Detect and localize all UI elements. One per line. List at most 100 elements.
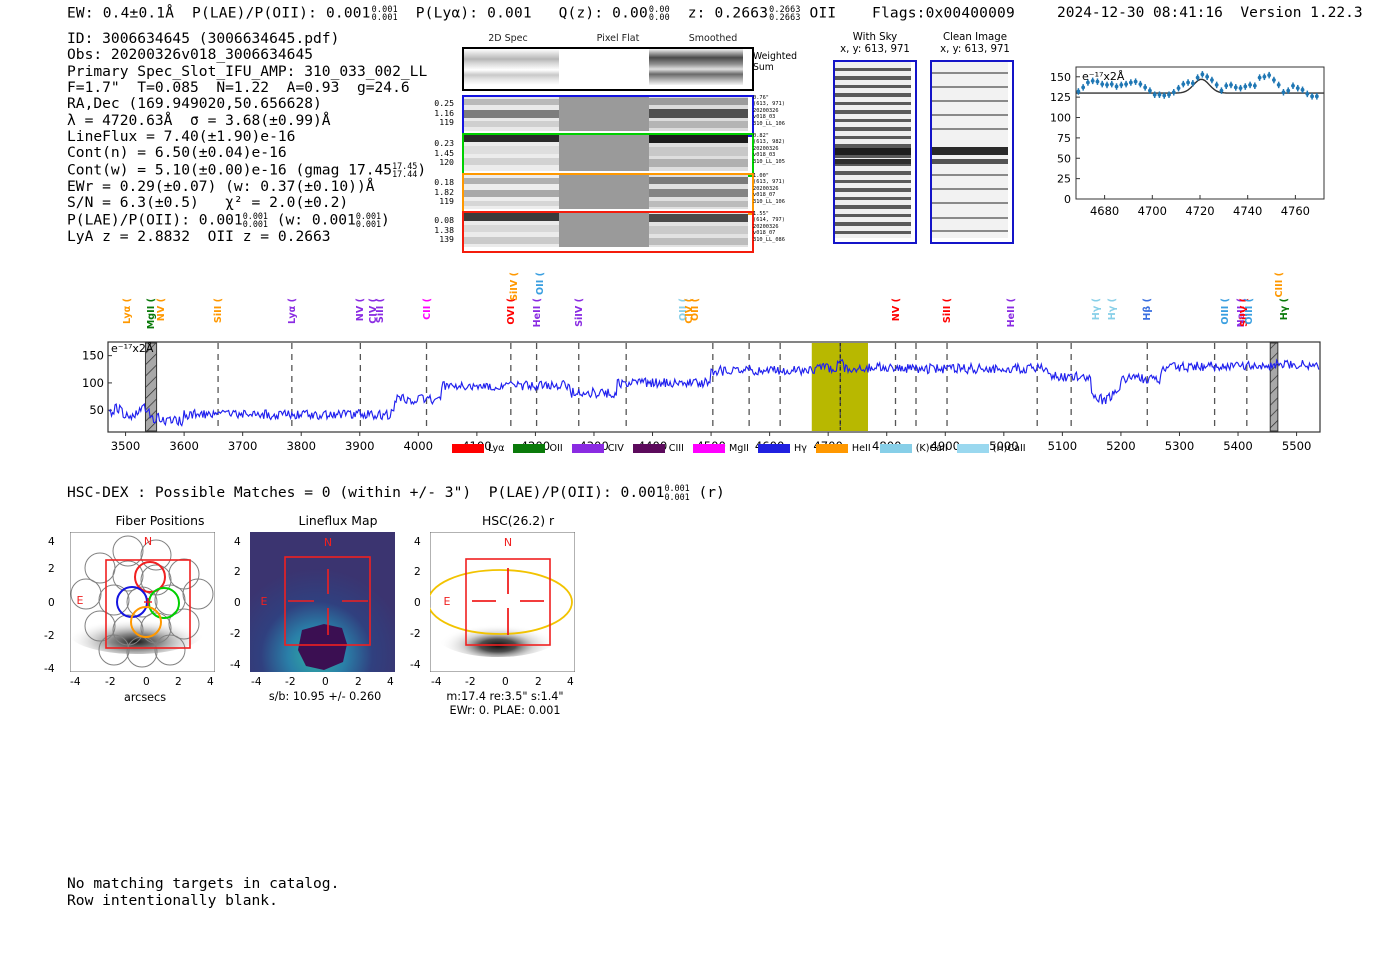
lineflux-xtick-0: 0: [322, 676, 329, 688]
emission-line-label-siiv-13: SiIV (: [573, 298, 585, 327]
legend-item-5: Hγ: [758, 443, 807, 455]
col-header-2d-spec: 2D Spec: [488, 33, 528, 44]
hsc-dex-sub: 0.001: [664, 492, 690, 502]
lineflux-ytick-2: 2: [234, 566, 241, 578]
hsc-image-svg: N E: [427, 531, 576, 673]
full-spectrum-chart: 5010015035003600370038003900400041004200…: [70, 270, 1330, 465]
legend-swatch-7: [879, 444, 912, 453]
fiber-pos-xtick-0: 0: [143, 676, 150, 688]
header-timestamp-version: 2024-12-30 08:41:16 Version 1.22.3: [1057, 5, 1363, 21]
svg-text:E: E: [77, 594, 84, 607]
emission-line-label-siii-3: SiII (: [213, 298, 225, 324]
info-plae-fraction: 0.001 0.001: [242, 210, 268, 229]
lineflux-xtick-4: 4: [387, 676, 394, 688]
info-sn-chi2: S/N = 6.3(±0.5) χ² = 2.0(±0.2): [67, 194, 349, 212]
two-d-spectra-panel: 2D Spec Pixel Flat Smoothed: [415, 33, 815, 253]
fiber-3-num: 119: [439, 196, 454, 207]
legend-item-1: OII: [513, 443, 563, 455]
svg-text:5200: 5200: [1106, 439, 1136, 453]
emission-line-label-cii-8: CII (: [421, 298, 433, 320]
info-primary-spec: Primary Spec_Slot_IFU_AMP: 310_033_002_L…: [67, 62, 428, 80]
info-ewr: EWr = 0.29(±0.07) (w: 0.37(±0.10))Å: [67, 177, 375, 195]
fiber-1-weight: 0.25: [434, 98, 454, 108]
hsc-dex-summary: HSC-DEX : Possible Matches = 0 (within +…: [67, 484, 725, 502]
info-seeing: F=1.7" T=0.085 N=1.22 A=0.93 g=24.6: [67, 79, 410, 97]
info-gmag-sup: 17.45: [392, 160, 418, 171]
svg-text:3500: 3500: [111, 439, 141, 453]
header-datetime: 2024-12-30 08:41:16: [1057, 5, 1223, 21]
lineflux-xtick-m2: -2: [285, 676, 296, 688]
panel-title-fiber-positions: Fiber Positions: [115, 513, 205, 528]
col-header-pixel-flat: Pixel Flat: [596, 33, 640, 44]
fiber-row-1-svg: [464, 97, 748, 131]
fiber-row-4-left-labels: 0.08 1.38 139: [420, 215, 454, 245]
info-plae-w-sub: 0.001: [355, 219, 382, 230]
weighted-sum-image: [462, 47, 754, 91]
svg-text:25: 25: [1057, 173, 1071, 186]
info-plae: P(LAE)/P(OII): 0.001 0.001 0.001 (w: 0.001…: [67, 210, 427, 230]
fiber-row-4-svg: [464, 213, 748, 247]
hsc-dex-text: HSC-DEX : Possible Matches = 0 (within +…: [67, 484, 665, 501]
fiber-2-weight: 0.23: [434, 138, 454, 148]
info-plae-sup: 0.001: [242, 210, 268, 221]
legend-label-6: HeII: [851, 443, 871, 454]
fiber-positions-xlabel: arcsecs: [123, 691, 167, 704]
fiber-row-3-left-labels: 0.18 1.82 119: [420, 177, 454, 207]
svg-text:4000: 4000: [404, 439, 434, 453]
col-header-smoothed: Smoothed: [688, 33, 738, 44]
lineflux-ytick-0: 0: [234, 597, 241, 609]
hsc-ytick-0: 0: [414, 597, 421, 609]
legend-swatch-8: [956, 444, 989, 453]
header-plae-fraction: 0.001 0.001: [372, 5, 398, 22]
fiber-row-4-image: [462, 211, 754, 253]
lineflux-map-svg: N E: [250, 532, 395, 672]
svg-text:4900: 4900: [931, 439, 961, 453]
cutout-clean-subtitle: x, y: 613, 971: [940, 43, 1010, 55]
footer-note: No matching targets in catalog. Row inte…: [67, 875, 339, 909]
svg-text:100: 100: [82, 376, 104, 390]
with-sky-svg: [835, 62, 911, 238]
svg-text:5000: 5000: [989, 439, 1019, 453]
legend-item-4: MgII: [692, 443, 749, 455]
hsc-ytick-4: 4: [414, 536, 421, 548]
svg-text:e⁻¹⁷x2Å: e⁻¹⁷x2Å: [111, 342, 154, 355]
lineflux-map-panel: N E: [250, 532, 395, 672]
legend-label-3: CIII: [668, 443, 684, 454]
info-plae-mid: (w: 0.001: [267, 211, 356, 229]
emission-line-label-hγ-28: Hγ (: [1278, 298, 1290, 321]
header-z: z: 0.2663: [687, 5, 769, 22]
info-plae-w-fraction: 0.001 0.001: [355, 210, 382, 230]
legend-swatch-1: [513, 444, 546, 453]
header-qz-fraction: 0.00 0.00: [649, 5, 670, 22]
fiber-2-dist: 1.45: [434, 147, 454, 158]
header-z-sub: 0.2663: [769, 12, 801, 23]
header-qz-sub: 0.00: [648, 12, 670, 23]
svg-text:5100: 5100: [1048, 439, 1078, 453]
hsc-xtick-2: 2: [535, 676, 542, 688]
lineflux-xtick-2: 2: [355, 676, 362, 688]
lineflux-xtick-m4: -4: [251, 676, 262, 688]
svg-text:E: E: [261, 595, 268, 608]
fiber-positions-panel: N E: [68, 531, 216, 673]
hsc-ytick-m2: -2: [410, 628, 421, 640]
emission-line-label-oii-16: OII (: [689, 298, 701, 322]
fiber-3-dist: 1.82: [434, 186, 454, 197]
legend-item-3: CIII: [632, 443, 684, 455]
fiber-row-3-image: [462, 173, 754, 215]
cutout-clean-title-text: Clean Image: [942, 32, 1008, 43]
hsc-dex-suffix: (r): [689, 484, 725, 501]
svg-text:5300: 5300: [1165, 439, 1195, 453]
header-qz-sup: 0.00: [648, 4, 670, 14]
header-plae-sub: 0.001: [371, 12, 398, 23]
fiber-4-dist: 1.38: [434, 224, 454, 235]
source-info-block: ID: 3006634645 (3006634645.pdf) Obs: 202…: [67, 30, 428, 245]
svg-text:50: 50: [1057, 152, 1071, 165]
emission-line-label-oii-12: OII (: [534, 272, 546, 296]
svg-text:150: 150: [1050, 71, 1071, 84]
info-plae-w-sup: 0.001: [355, 210, 382, 221]
hsc-ytick-m4: -4: [410, 659, 421, 671]
info-cont-n: Cont(n) = 6.50(±0.04)e-16: [67, 144, 287, 162]
hsc-xtick-m4: -4: [431, 676, 442, 688]
legend-label-4: MgII: [728, 443, 749, 454]
fiber-pos-ytick-2: 2: [48, 563, 55, 575]
